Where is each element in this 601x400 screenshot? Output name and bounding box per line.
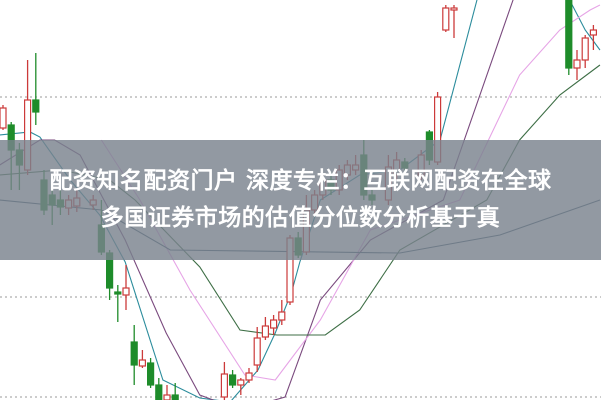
candle	[589, 25, 598, 50]
title-line-1: 配资知名配资门户 深度专栏：互联网配资在全球	[49, 168, 552, 194]
candle	[0, 105, 7, 130]
candle	[155, 378, 163, 400]
title-banner: 配资知名配资门户 深度专栏：互联网配资在全球 多国证券市场的估值分位数分析基于真	[0, 140, 601, 260]
candle	[450, 5, 458, 38]
candle-body	[138, 359, 146, 367]
candle-body	[581, 37, 589, 61]
candle	[237, 378, 245, 395]
candle	[163, 385, 171, 400]
candle	[130, 325, 138, 385]
candle	[581, 35, 589, 68]
candle-body	[122, 287, 130, 296]
candle	[229, 370, 237, 388]
candle-body	[147, 362, 155, 386]
candle	[114, 285, 122, 322]
candle-body	[163, 394, 171, 400]
candle-body	[32, 99, 40, 113]
candle-body	[130, 341, 138, 366]
candle	[122, 265, 130, 310]
candle	[32, 53, 40, 125]
candle-body	[237, 379, 245, 386]
candle	[171, 383, 179, 400]
candle	[220, 362, 228, 400]
candle	[253, 327, 261, 372]
candle-body	[0, 107, 7, 129]
candle-body	[155, 384, 163, 400]
candle	[270, 315, 278, 335]
candle-body	[253, 337, 261, 366]
candle-body	[270, 319, 278, 329]
candle	[261, 317, 269, 340]
candle	[565, 0, 573, 75]
candle-body	[565, 0, 573, 69]
moving-average-line	[100, 4, 601, 381]
candle-body	[220, 373, 228, 398]
candle	[138, 350, 146, 368]
candle-body	[573, 59, 581, 69]
candle-body	[442, 7, 450, 31]
candle-body	[114, 291, 122, 295]
candle	[245, 368, 253, 383]
candle-body	[589, 29, 598, 36]
candle	[278, 300, 286, 325]
candle-body	[171, 394, 179, 400]
candle	[147, 358, 155, 388]
candle	[442, 5, 450, 32]
candle	[573, 50, 581, 80]
candle-body	[278, 311, 286, 321]
title-line-2: 多国证券市场的估值分位数分析基于真	[100, 205, 501, 231]
candle-body	[245, 372, 253, 381]
candle-body	[229, 374, 237, 386]
candle-body	[261, 325, 269, 338]
candle-body	[450, 7, 458, 11]
